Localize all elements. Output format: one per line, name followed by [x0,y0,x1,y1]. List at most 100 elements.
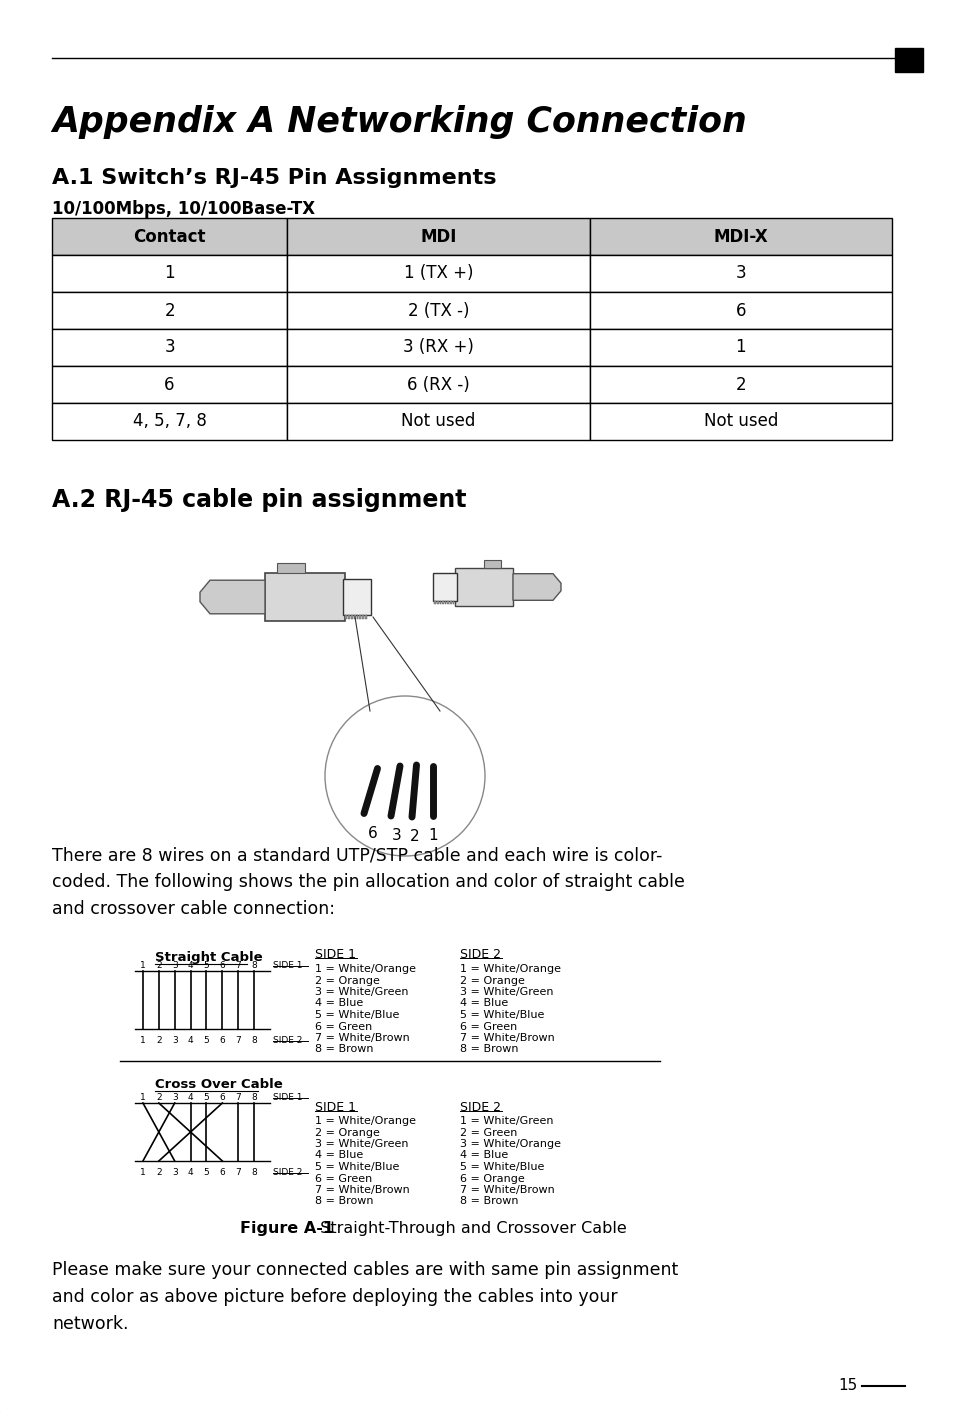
Text: and color as above picture before deploying the cables into your: and color as above picture before deploy… [52,1288,617,1306]
Text: 8: 8 [251,1036,256,1045]
Text: Contact: Contact [133,227,206,246]
Text: 6 = Green: 6 = Green [314,1173,372,1183]
Text: 7 = White/Brown: 7 = White/Brown [459,1034,554,1043]
Text: 2 = Orange: 2 = Orange [459,976,524,986]
Text: 2: 2 [156,1093,161,1101]
Bar [345,616,347,618]
Text: 7: 7 [235,1093,241,1101]
Text: SIDE 2: SIDE 2 [273,1036,302,1045]
Bar [354,616,355,618]
Text: coded. The following shows the pin allocation and color of straight cable: coded. The following shows the pin alloc… [52,873,684,891]
Text: 3 = White/Green: 3 = White/Green [314,987,408,997]
Bar [362,616,364,618]
Text: 4: 4 [188,1036,193,1045]
Text: SIDE 2: SIDE 2 [273,1168,302,1178]
Text: 10/100Mbps, 10/100Base-TX: 10/100Mbps, 10/100Base-TX [52,201,314,217]
Text: Please make sure your connected cables are with same pin assignment: Please make sure your connected cables a… [52,1261,678,1279]
Bar [589,366,891,402]
Text: 8: 8 [251,962,256,970]
Bar [365,616,367,618]
Text: 1 = White/Orange: 1 = White/Orange [314,1115,416,1125]
Text: 6: 6 [164,376,174,394]
Text: 6: 6 [219,962,225,970]
Text: 5 = White/Blue: 5 = White/Blue [459,1162,544,1172]
Bar [276,563,305,573]
Text: 1: 1 [164,264,174,282]
Text: 8: 8 [251,1093,256,1101]
Bar [434,602,436,604]
Text: 3: 3 [392,827,401,843]
Text: 2: 2 [156,1036,161,1045]
Text: 8 = Brown: 8 = Brown [314,1045,374,1055]
Text: Cross Over Cable: Cross Over Cable [154,1077,282,1091]
Text: 7: 7 [235,1168,241,1178]
Text: 2: 2 [156,962,161,970]
Text: 6: 6 [368,826,377,840]
Bar [287,217,589,256]
Text: 3: 3 [735,264,745,282]
Bar [52,217,287,256]
Bar [351,616,353,618]
Text: 1 = White/Green: 1 = White/Green [459,1115,553,1125]
Bar [52,329,287,366]
Bar [589,329,891,366]
Text: 5: 5 [203,1168,209,1178]
Text: A.1 Switch’s RJ-45 Pin Assignments: A.1 Switch’s RJ-45 Pin Assignments [52,168,496,188]
Bar [589,256,891,292]
Bar [343,579,371,616]
Text: 4: 4 [188,1168,193,1178]
Text: 3: 3 [172,1168,177,1178]
Text: 3 = White/Green: 3 = White/Green [459,987,553,997]
Bar [287,292,589,329]
Text: 6: 6 [219,1036,225,1045]
Text: 3: 3 [164,339,174,356]
Bar [287,329,589,366]
Text: 6: 6 [219,1168,225,1178]
Text: 6 (RX -): 6 (RX -) [407,376,469,394]
Bar [589,292,891,329]
Text: 1: 1 [140,1168,146,1178]
Text: 7 = White/Brown: 7 = White/Brown [314,1185,410,1195]
Text: 6 = Green: 6 = Green [314,1021,372,1032]
Text: 4 = Blue: 4 = Blue [314,1151,363,1161]
Text: SIDE 1: SIDE 1 [314,947,355,962]
Bar [894,48,923,72]
Bar [52,366,287,402]
Text: 1: 1 [140,1093,146,1101]
Text: 1 = White/Orange: 1 = White/Orange [459,964,560,974]
Text: 2: 2 [164,302,174,319]
Text: and crossover cable connection:: and crossover cable connection: [52,899,335,918]
Bar [52,256,287,292]
Text: 8 = Brown: 8 = Brown [459,1196,518,1206]
Text: SIDE 2: SIDE 2 [459,947,500,962]
Text: 15: 15 [838,1378,857,1394]
Text: 7: 7 [235,962,241,970]
Text: 6 = Green: 6 = Green [459,1021,517,1032]
Bar [442,602,443,604]
Text: MDI-X: MDI-X [713,227,767,246]
Text: 5: 5 [203,962,209,970]
Text: 2 = Orange: 2 = Orange [314,976,379,986]
Text: 4 = Blue: 4 = Blue [459,1151,508,1161]
Text: 5 = White/Blue: 5 = White/Blue [459,1010,544,1019]
Bar [447,602,449,604]
Text: 1 (TX +): 1 (TX +) [403,264,473,282]
Text: SIDE 1: SIDE 1 [273,1093,302,1101]
Bar [439,602,441,604]
Text: 2: 2 [156,1168,161,1178]
Text: 2 = Orange: 2 = Orange [314,1128,379,1138]
Text: SIDE 2: SIDE 2 [459,1101,500,1114]
Bar [436,602,438,604]
Text: 7: 7 [235,1036,241,1045]
Text: 1: 1 [735,339,745,356]
Bar [52,402,287,441]
Text: 1 = White/Orange: 1 = White/Orange [314,964,416,974]
Bar [453,602,454,604]
Text: 6 = Orange: 6 = Orange [459,1173,524,1183]
Text: network.: network. [52,1315,129,1333]
Text: 2: 2 [410,829,419,844]
Bar [359,616,361,618]
Bar [52,292,287,329]
Bar [483,561,501,568]
Text: 6: 6 [219,1093,225,1101]
